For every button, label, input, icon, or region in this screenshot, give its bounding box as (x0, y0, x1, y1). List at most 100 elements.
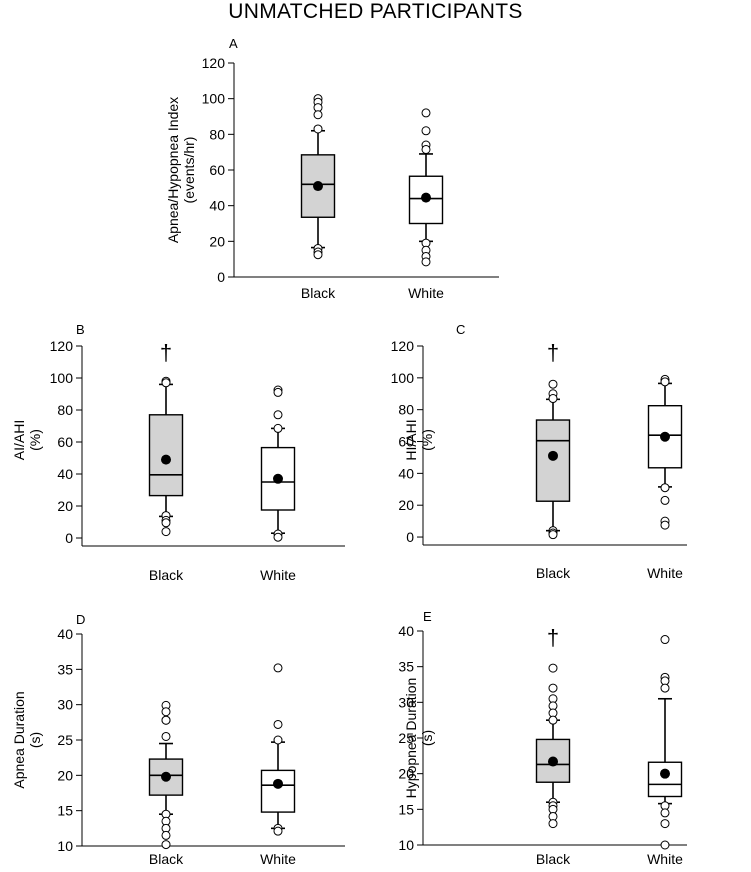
outlier-point-b-white (273, 423, 283, 433)
x-tick-label-a-black: Black (301, 285, 336, 301)
mean-marker-a-white (421, 192, 431, 203)
y-tick-label-d: 10 (57, 838, 73, 854)
outlier-point-c-white (660, 495, 670, 505)
y-tick-label-d: 25 (57, 732, 73, 748)
y-tick-label-a: 100 (202, 91, 226, 107)
panel-label-c: C (456, 322, 465, 337)
outlier-point-b-white (273, 387, 283, 397)
y-tick-label-d: 20 (57, 767, 73, 783)
mean-marker-e-black (548, 756, 558, 767)
y-axis-label-b-2: (%) (27, 429, 43, 451)
y-axis-label-d-2: (s) (27, 732, 43, 748)
x-tick-label-c-black: Black (536, 565, 571, 581)
y-tick-label-b: 100 (50, 370, 74, 386)
y-axis-label-c-2: (%) (419, 429, 435, 451)
y-tick-label-d: 30 (57, 697, 73, 713)
y-tick-label-c: 60 (398, 434, 414, 450)
y-axis-label-a-2: (events/hr) (181, 137, 197, 204)
outlier-point-e-white (660, 840, 670, 850)
outlier-point-b-black (161, 378, 171, 388)
y-tick-label-e: 35 (398, 659, 414, 675)
box-e-white (647, 761, 683, 798)
outlier-point-a-white (421, 144, 431, 154)
y-tick-label-e: 20 (398, 766, 414, 782)
panel-label-b: B (76, 322, 85, 337)
x-tick-label-e-white: White (647, 851, 683, 867)
y-tick-label-c: 20 (398, 497, 414, 513)
significance-dagger-b: † (160, 340, 172, 365)
outlier-point-c-black (548, 379, 558, 389)
outlier-point-a-black (313, 124, 323, 134)
mean-marker-e-white (660, 768, 670, 779)
outlier-point-b-black (161, 518, 171, 528)
panel-label-e: E (423, 609, 432, 624)
panel-a: A 0 20 40 60 80 100 120 Apnea/Hypopnea Index (eve… (165, 36, 499, 301)
mean-marker-b-white (273, 473, 283, 484)
y-tick-label-b: 0 (65, 530, 73, 546)
mean-marker-c-black (548, 450, 558, 461)
y-tick-label-b: 120 (50, 338, 74, 354)
outlier-point-e-black (548, 819, 558, 829)
x-tick-label-b-white: White (260, 567, 296, 583)
x-tick-label-d-black: Black (149, 851, 184, 867)
y-tick-label-c: 40 (398, 465, 414, 481)
y-tick-label-a: 80 (209, 126, 225, 142)
y-tick-label-e: 30 (398, 694, 414, 710)
outlier-point-b-black (161, 527, 171, 537)
y-axis-label-a-1: Apnea/Hypopnea Index (165, 97, 181, 243)
x-tick-label-c-white: White (647, 565, 683, 581)
outlier-point-d-white (273, 735, 283, 745)
outlier-point-d-black (161, 715, 171, 725)
x-tick-label-b-black: Black (149, 567, 184, 583)
outlier-point-c-white (660, 483, 670, 493)
y-tick-label-c: 100 (391, 370, 415, 386)
y-axis-label-e-2: (s) (419, 730, 435, 746)
box-d-white (260, 769, 296, 813)
x-tick-label-e-black: Black (536, 851, 571, 867)
y-tick-label-a: 60 (209, 162, 225, 178)
y-tick-label-d: 15 (57, 803, 73, 819)
outlier-point-c-black (548, 394, 558, 404)
y-tick-label-a: 20 (209, 233, 225, 249)
outlier-point-c-white (660, 520, 670, 530)
y-tick-label-d: 40 (57, 626, 73, 642)
outlier-point-a-black (313, 250, 323, 260)
y-tick-label-b: 60 (57, 434, 73, 450)
y-tick-label-a: 120 (202, 55, 226, 71)
outlier-point-a-white (421, 108, 431, 118)
panel-label-a: A (229, 36, 238, 51)
y-tick-label-d: 35 (57, 661, 73, 677)
y-tick-label-e: 40 (398, 623, 414, 639)
outlier-point-d-white (273, 663, 283, 673)
outlier-point-e-white (660, 819, 670, 829)
panel-e: E 10 15 20 25 30 35 40 Hypopnea Duration (s) † Blac… (398, 609, 687, 867)
outlier-point-c-white (660, 377, 670, 387)
outlier-point-e-black (548, 715, 558, 725)
panel-c: C 0 20 40 60 80 100 120 HI/AHI (%) † Black White (391, 322, 687, 581)
outlier-point-e-white (660, 808, 670, 818)
y-tick-label-e: 10 (398, 837, 414, 853)
y-tick-label-e: 25 (398, 730, 414, 746)
y-axis-label-c-1: HI/AHI (403, 419, 419, 460)
outlier-point-e-black (548, 663, 558, 673)
y-tick-label-c: 80 (398, 402, 414, 418)
y-tick-label-b: 40 (57, 466, 73, 482)
panel-d: D 10 15 20 25 30 35 40 Apnea Duration (s) Black Whi… (11, 612, 345, 867)
outlier-point-e-white (660, 683, 670, 693)
mean-marker-a-black (313, 181, 323, 192)
y-axis-label-d-1: Apnea Duration (11, 691, 27, 788)
significance-dagger-c: † (547, 340, 559, 365)
outlier-point-b-white (273, 410, 283, 420)
panel-b: B 0 20 40 60 80 100 120 AI/AHI (%) † Black White (11, 322, 345, 583)
y-tick-label-e: 15 (398, 801, 414, 817)
mean-marker-d-white (273, 778, 283, 789)
outlier-point-a-white (421, 126, 431, 136)
outlier-point-a-black (313, 110, 323, 120)
significance-dagger-e: † (547, 625, 559, 650)
y-axis-label-e-1: Hypopnea Duration (403, 678, 419, 799)
mean-marker-b-black (161, 454, 171, 465)
mean-marker-c-white (660, 431, 670, 442)
outlier-point-c-black (548, 530, 558, 540)
x-tick-label-d-white: White (260, 851, 296, 867)
outlier-point-d-white (273, 826, 283, 836)
